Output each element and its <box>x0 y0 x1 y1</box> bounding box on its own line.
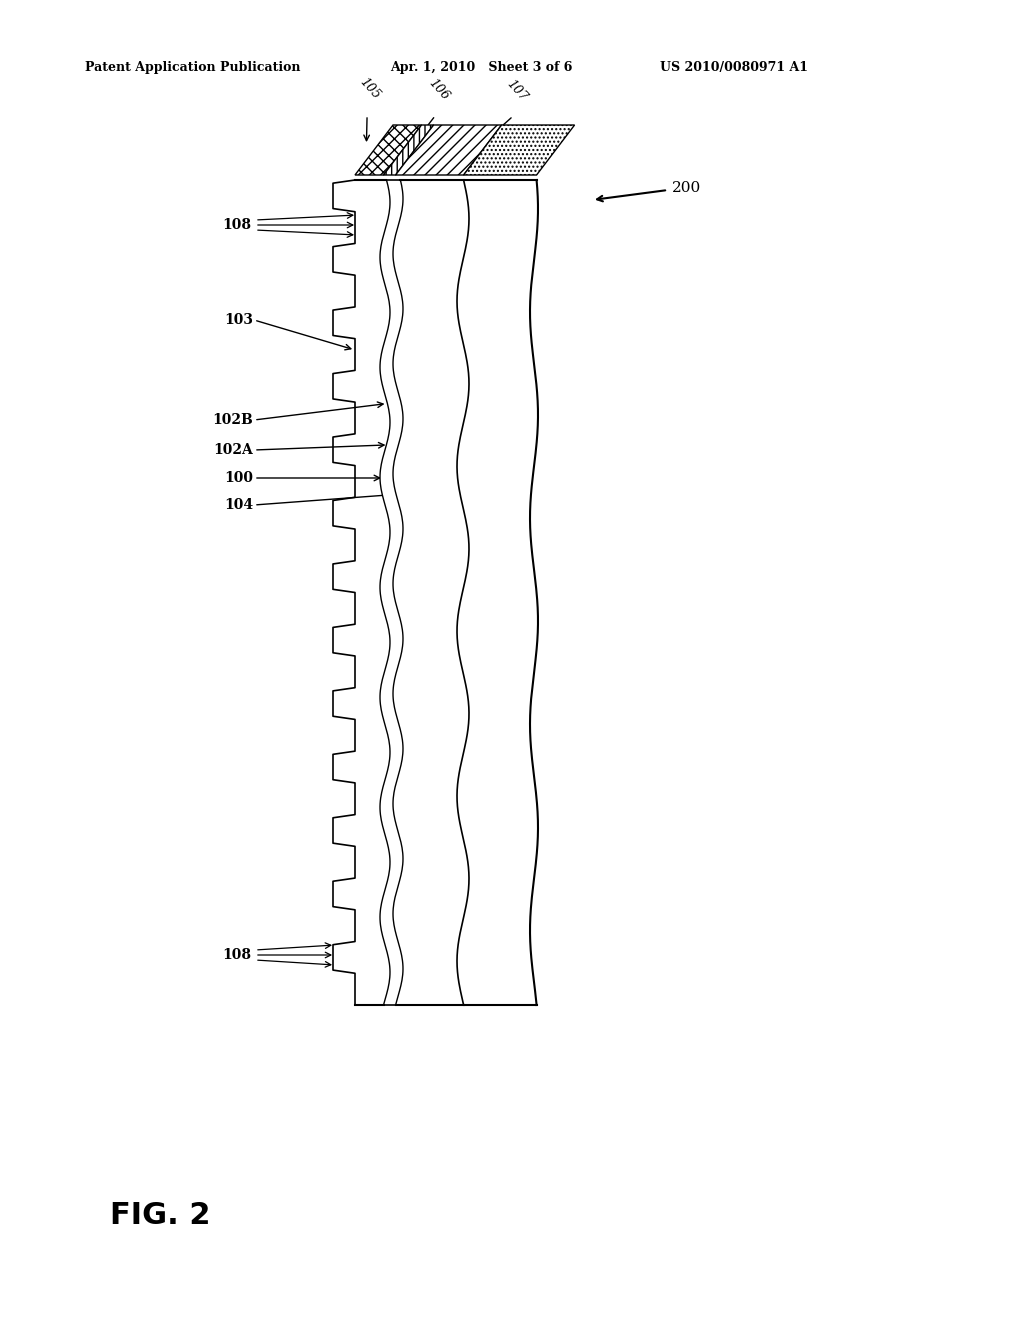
Text: 100: 100 <box>224 471 253 484</box>
Text: 107: 107 <box>505 78 530 104</box>
Polygon shape <box>380 180 403 1005</box>
Text: 108: 108 <box>222 218 251 232</box>
Text: 108: 108 <box>222 948 251 962</box>
Text: Apr. 1, 2010   Sheet 3 of 6: Apr. 1, 2010 Sheet 3 of 6 <box>390 62 572 74</box>
Text: 102B: 102B <box>212 413 253 426</box>
Polygon shape <box>393 180 469 1005</box>
Text: Patent Application Publication: Patent Application Publication <box>85 62 300 74</box>
Text: 103: 103 <box>224 313 253 327</box>
Polygon shape <box>395 125 502 176</box>
Polygon shape <box>384 125 433 176</box>
Text: FIG. 2: FIG. 2 <box>110 1200 211 1229</box>
Polygon shape <box>464 125 574 176</box>
Text: 102A: 102A <box>213 444 253 457</box>
Polygon shape <box>333 180 390 1005</box>
Polygon shape <box>355 125 422 176</box>
Text: 106: 106 <box>426 77 452 103</box>
Text: US 2010/0080971 A1: US 2010/0080971 A1 <box>660 62 808 74</box>
Text: 105: 105 <box>357 75 383 102</box>
Polygon shape <box>457 180 538 1005</box>
Text: 104: 104 <box>224 498 253 512</box>
Text: 200: 200 <box>672 181 701 195</box>
